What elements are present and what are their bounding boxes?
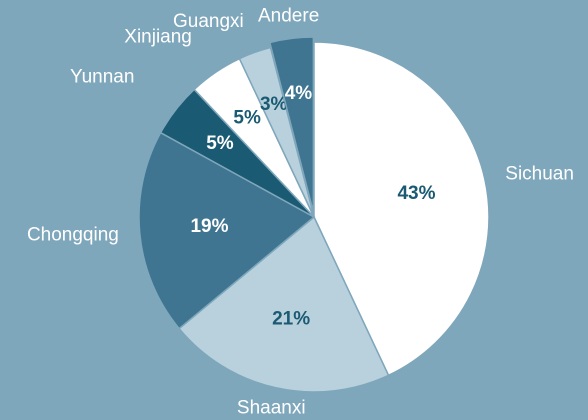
- category-label: Shaanxi: [237, 397, 306, 418]
- value-label: 5%: [206, 133, 234, 154]
- value-label: 21%: [272, 308, 310, 329]
- category-label: Chongqing: [27, 224, 119, 245]
- value-label: 19%: [190, 216, 228, 237]
- value-label: 43%: [397, 183, 435, 204]
- pie-slice: [268, 36, 315, 213]
- category-label: Xinjiang: [124, 26, 192, 47]
- category-label: Sichuan: [505, 163, 574, 184]
- value-label: 4%: [285, 83, 313, 104]
- pie-slice: [138, 131, 316, 330]
- value-label: 3%: [260, 94, 288, 115]
- pie-slice: [178, 215, 390, 393]
- value-label: 5%: [233, 108, 261, 129]
- category-label: Andere: [258, 5, 319, 26]
- pie-slice: [313, 41, 490, 377]
- category-label: Guangxi: [173, 11, 244, 32]
- category-label: Yunnan: [70, 67, 134, 88]
